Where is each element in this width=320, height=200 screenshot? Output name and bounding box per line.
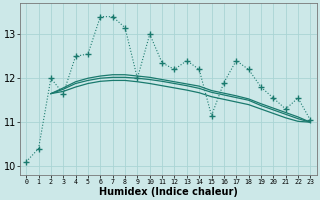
X-axis label: Humidex (Indice chaleur): Humidex (Indice chaleur) [99,187,238,197]
